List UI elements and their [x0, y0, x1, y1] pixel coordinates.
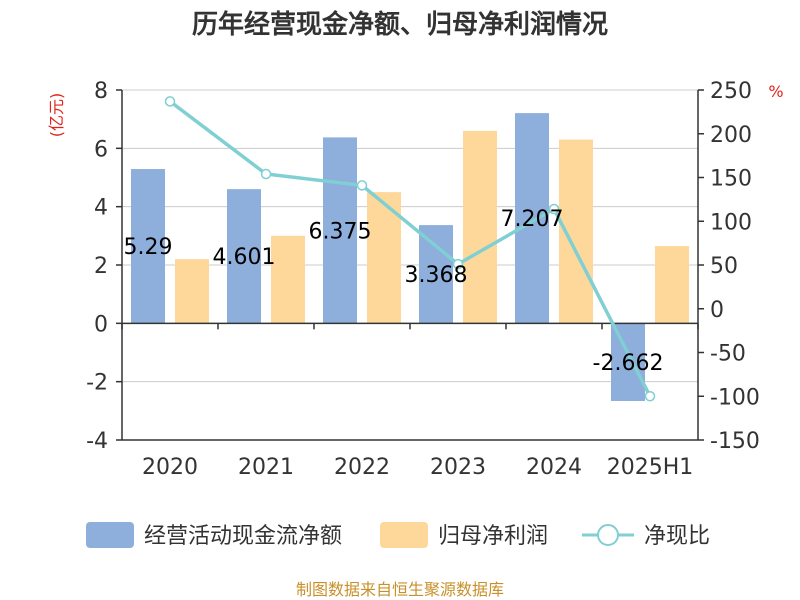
cashflow-bar: [419, 225, 453, 324]
legend-label: 净现比: [644, 524, 710, 549]
cashflow-bar: [131, 169, 165, 324]
x-tick-label: 2021: [238, 455, 294, 480]
ratio-point: [548, 203, 560, 215]
left-tick-label: -4: [86, 429, 108, 454]
ratio-point: [164, 96, 176, 107]
cashflow-data-label: 3.368: [405, 263, 468, 288]
axes: -4 -2 0 2 4 6 8 -150 -100 -50 0 50 100 150 200 250 2020 2…: [86, 79, 760, 480]
cashflow-bar: [515, 113, 549, 324]
left-tick-label: -2: [86, 371, 108, 396]
net-profit-bar: [175, 259, 209, 324]
right-tick-label: 0: [710, 298, 724, 323]
ratio-line-path: [168, 99, 652, 398]
net-profit-bar: [655, 246, 689, 324]
right-tick-label: 50: [710, 254, 738, 279]
x-tick-label: 2023: [430, 455, 486, 480]
right-tick-label: 250: [710, 79, 752, 104]
legend-label: 经营活动现金流净额: [144, 524, 342, 549]
legend-ratio-marker: [597, 524, 619, 546]
right-tick-label: -100: [710, 385, 760, 410]
net-profit-bar: [271, 235, 305, 324]
x-tick-label: 2022: [334, 455, 390, 480]
legend-cashflow-swatch: [86, 522, 134, 548]
right-tick-label: -150: [710, 429, 760, 454]
left-tick-label: 4: [94, 196, 108, 221]
cashflow-data-label: 4.601: [213, 245, 276, 270]
x-tick-label: 2024: [526, 455, 582, 480]
left-tick-label: 0: [94, 312, 108, 337]
legend-net-profit-swatch: [380, 522, 428, 548]
cashflow-bar: [611, 323, 645, 401]
left-tick-label: 2: [94, 254, 108, 279]
legend-label: 归母净利润: [438, 524, 548, 549]
ratio-point: [644, 391, 656, 402]
left-tick-label: 6: [94, 137, 108, 162]
right-tick-label: -50: [710, 342, 746, 367]
net-profit-bar: [463, 130, 497, 324]
left-axis-unit: (亿元): [47, 93, 66, 138]
bars: [131, 113, 689, 401]
cashflow-bar: [227, 189, 261, 324]
cashflow-data-label: 6.375: [309, 219, 372, 244]
ratio-point: [356, 180, 368, 191]
chart-title: 历年经营现金净额、归母净利润情况: [192, 9, 608, 40]
cashflow-data-label: -2.662: [593, 351, 664, 376]
ratio-line: [164, 96, 656, 402]
left-tick-label: 8: [94, 79, 108, 104]
source-note: 制图数据来自恒生聚源数据库: [296, 580, 504, 599]
ratio-point: [260, 168, 272, 180]
x-tick-label: 2020: [142, 455, 198, 480]
right-axis-unit: %: [768, 82, 783, 101]
data-labels: 5.29 4.601 6.375 3.368 7.207 -2.662: [124, 207, 664, 376]
cashflow-data-label: 5.29: [124, 235, 173, 260]
legend: 经营活动现金流净额 归母净利润 净现比: [86, 522, 710, 549]
cashflow-bar: [323, 137, 357, 324]
ratio-point: [452, 258, 464, 270]
right-tick-label: 200: [710, 123, 752, 148]
cashflow-data-label: 7.207: [501, 207, 564, 232]
right-tick-label: 100: [710, 210, 752, 235]
x-tick-label: 2025H1: [607, 455, 694, 480]
right-tick-label: 150: [710, 167, 752, 192]
